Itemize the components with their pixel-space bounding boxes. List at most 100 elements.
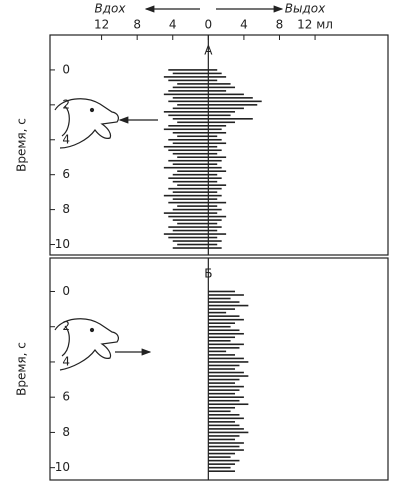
bar <box>208 72 222 75</box>
x-tick-label: 12 мл <box>297 18 333 32</box>
bar <box>172 180 209 183</box>
bar <box>208 187 222 190</box>
y-tick-label: 8 <box>62 425 70 439</box>
bar <box>208 90 227 92</box>
bar <box>208 459 240 462</box>
bar <box>208 329 240 332</box>
bar <box>208 364 240 367</box>
bar <box>208 343 244 346</box>
bar <box>168 159 209 162</box>
bar <box>208 135 218 138</box>
bar <box>208 421 236 423</box>
bar <box>208 86 236 89</box>
bar <box>208 357 244 360</box>
bar <box>208 201 227 204</box>
x-tick-label: 8 <box>133 18 141 32</box>
bar <box>208 466 231 469</box>
bar <box>172 219 209 221</box>
x-tick-label: 8 <box>276 18 284 32</box>
bar <box>168 114 209 117</box>
bar <box>208 396 244 398</box>
bar <box>208 131 227 134</box>
bar <box>168 100 209 103</box>
panel-frame <box>49 34 389 256</box>
bar <box>208 124 227 127</box>
bar <box>163 166 209 169</box>
bar <box>208 121 236 124</box>
y-tick-label: 0 <box>62 62 70 76</box>
bar <box>208 470 236 472</box>
bar <box>208 76 227 78</box>
bar <box>208 215 227 218</box>
bar <box>177 184 209 186</box>
bar <box>208 403 249 406</box>
bar <box>168 236 209 239</box>
bar <box>172 152 209 155</box>
bar <box>208 159 222 162</box>
inhale-label: Вдох <box>95 2 127 16</box>
bar <box>208 399 240 402</box>
bar <box>163 212 209 214</box>
bar <box>177 205 209 207</box>
bar <box>208 290 236 293</box>
bar <box>172 173 209 176</box>
bar <box>208 354 236 356</box>
bar <box>208 226 222 228</box>
bar <box>208 152 218 155</box>
y-axis-label: Время, с <box>15 342 29 396</box>
bar <box>208 93 244 96</box>
bar <box>163 93 209 96</box>
bar <box>168 79 209 82</box>
bar <box>163 145 209 148</box>
panel-title: Б <box>204 267 212 281</box>
bar <box>208 177 222 179</box>
bar <box>208 456 231 458</box>
bar <box>208 336 236 339</box>
bar <box>172 142 209 145</box>
bar <box>172 247 209 249</box>
bar <box>168 69 209 71</box>
bar <box>163 233 209 235</box>
bar <box>208 368 236 370</box>
bar <box>208 142 227 145</box>
bar <box>208 445 240 448</box>
bar <box>208 83 231 85</box>
bar <box>208 118 253 120</box>
bar <box>208 308 236 310</box>
bar <box>177 222 209 225</box>
bar <box>208 247 222 249</box>
bar <box>208 375 249 377</box>
bar <box>208 347 240 349</box>
y-tick-label: 0 <box>62 284 70 298</box>
bar <box>208 212 218 214</box>
bar <box>208 166 222 169</box>
bar <box>208 128 222 131</box>
bar <box>208 180 218 183</box>
bar <box>208 163 218 166</box>
bar <box>208 236 218 239</box>
dog-head <box>54 98 119 149</box>
bar <box>208 322 236 324</box>
bar <box>208 107 244 110</box>
bar <box>208 463 236 465</box>
bar <box>172 240 209 242</box>
bar <box>177 83 209 85</box>
bar <box>208 414 240 416</box>
y-axis-label: Время, с <box>15 118 29 172</box>
bar <box>208 382 236 384</box>
bar <box>208 145 218 148</box>
bar <box>172 163 209 166</box>
exhale-label: Выдох <box>285 2 326 16</box>
bar <box>168 149 209 152</box>
bar <box>208 389 240 391</box>
y-tick-label: 10 <box>55 460 70 474</box>
bar <box>208 304 249 307</box>
bar <box>168 201 209 204</box>
bar <box>168 124 209 127</box>
bar <box>208 428 244 430</box>
bar <box>172 198 209 200</box>
bar <box>172 118 209 120</box>
bar <box>208 138 222 141</box>
bar <box>163 111 209 113</box>
bar <box>208 97 253 99</box>
